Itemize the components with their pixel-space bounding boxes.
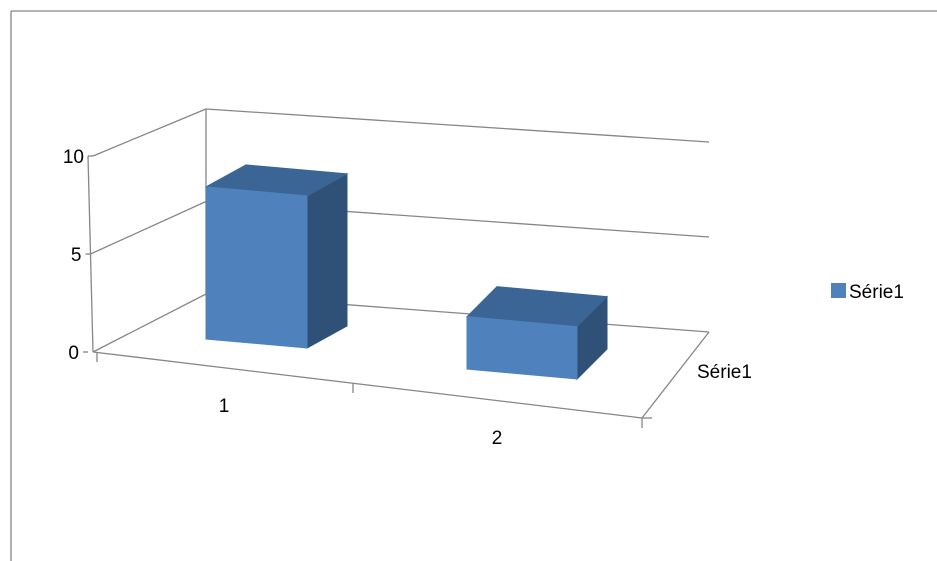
- legend-swatch: [831, 283, 846, 298]
- x-tick-label: 2: [492, 428, 503, 449]
- gridlines: [83, 108, 710, 353]
- legend: Série1: [831, 282, 904, 303]
- floor-right-edge: [641, 331, 710, 419]
- y-tick-label: 5: [71, 245, 82, 266]
- y-tick-label: 0: [68, 343, 79, 364]
- x-tick-labels: 12: [219, 396, 503, 449]
- floor-left-edge: [92, 293, 207, 353]
- bar-front-face: [466, 316, 578, 380]
- gridline-side: [90, 200, 207, 255]
- y-tick-label: 10: [63, 147, 84, 168]
- x-axis-line: [92, 351, 643, 419]
- bar-side-face: [306, 173, 348, 349]
- legend-label: Série1: [849, 282, 904, 303]
- x-tick-label: 1: [219, 396, 230, 417]
- depth-axis-label: Série1: [697, 362, 752, 383]
- bar-1: [204, 164, 349, 349]
- bar-2: [465, 286, 609, 381]
- bar-front-face: [205, 186, 308, 349]
- bars: [204, 164, 609, 381]
- gridline-side: [92, 108, 207, 157]
- gridline-back: [205, 108, 710, 143]
- axes-group: [87, 109, 710, 428]
- chart-border: [10, 10, 937, 561]
- y-tick-labels: 0 5 10: [63, 147, 84, 364]
